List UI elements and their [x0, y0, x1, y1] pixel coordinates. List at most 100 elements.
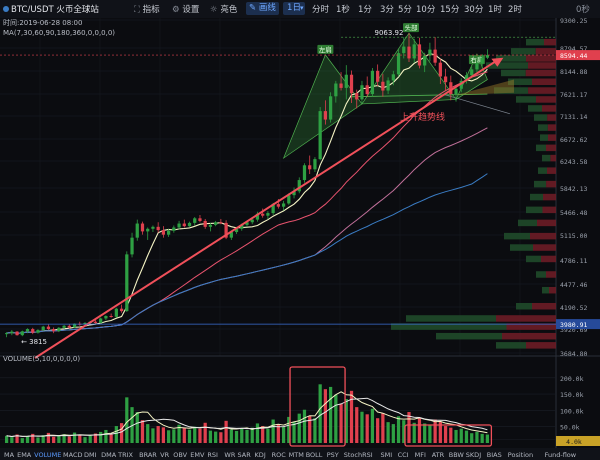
- volume-bar: [313, 418, 317, 443]
- tab-cci[interactable]: CCI: [398, 451, 409, 459]
- candle-body: [266, 213, 270, 216]
- volume-bar: [302, 409, 307, 443]
- volume-bar: [292, 422, 296, 443]
- tab-fund-flow[interactable]: Fund-flow: [545, 451, 577, 459]
- tab-mfi[interactable]: MFI: [415, 451, 426, 459]
- price-axis[interactable]: 9300.25 8794.57 8144.88 7621.17 7131.14 6672.…: [556, 18, 600, 358]
- tab-mtm[interactable]: MTM: [289, 451, 304, 459]
- price-tick: 6243.58: [560, 158, 587, 166]
- volume-bar: [475, 431, 479, 443]
- symbol-selector[interactable]: BTC/USDT 火币全球站: [3, 3, 99, 15]
- period-item-2[interactable]: 1分: [358, 5, 372, 15]
- tab-brar[interactable]: BRAR: [139, 451, 157, 459]
- volume-bar: [334, 394, 338, 443]
- draw-button[interactable]: ✎ 画线: [246, 2, 279, 15]
- candle-body: [62, 325, 66, 328]
- tab-kdj[interactable]: KDJ: [255, 451, 266, 459]
- profile-bar-buy: [406, 315, 496, 322]
- chevron-down-icon[interactable]: ▾: [300, 4, 304, 12]
- candle-body: [250, 219, 254, 223]
- projection-shape: [456, 79, 514, 95]
- price-tick: 4786.11: [560, 257, 587, 265]
- period-item-4[interactable]: 5分: [398, 5, 412, 15]
- volume-bar: [276, 424, 280, 443]
- tab-skdj[interactable]: SKDJ: [466, 451, 481, 459]
- trendline[interactable]: 上升趋势线: [34, 57, 504, 359]
- period-item-7[interactable]: 30分: [464, 5, 484, 15]
- tab-atr[interactable]: ATR: [432, 451, 445, 459]
- volume-bar: [156, 426, 160, 443]
- tab-ema[interactable]: EMA: [17, 451, 32, 459]
- tab-boll[interactable]: BOLL: [306, 451, 323, 459]
- volume-bar: [318, 384, 322, 443]
- volume-bar: [146, 424, 150, 443]
- profile-bar-sell: [544, 38, 556, 46]
- tab-bbw[interactable]: BBW: [449, 451, 465, 459]
- candle-body: [52, 329, 56, 332]
- volume-bar: [266, 428, 270, 443]
- volume-bar: [187, 429, 192, 443]
- period-item-0[interactable]: 分时: [312, 5, 330, 15]
- left-shoulder-shape: [282, 54, 363, 160]
- tab-roc[interactable]: ROC: [272, 451, 287, 459]
- tab-obv[interactable]: OBV: [173, 451, 187, 459]
- tab-ma[interactable]: MA: [4, 451, 15, 459]
- candle-body: [15, 331, 19, 336]
- volume-bar: [449, 427, 453, 443]
- period-item-9[interactable]: 2时: [508, 5, 522, 15]
- rising-trendline[interactable]: [34, 59, 498, 359]
- price-tick: 5842.13: [560, 185, 587, 193]
- volume-bar: [104, 429, 108, 443]
- volume-bar: [109, 434, 113, 443]
- volume-bar: [72, 432, 77, 443]
- settings-button[interactable]: ⚙ 设置: [172, 3, 199, 15]
- tab-psy[interactable]: PSY: [327, 451, 339, 459]
- volume-bar: [417, 417, 422, 443]
- tab-dma[interactable]: DMA: [101, 451, 117, 459]
- profile-bar-sell: [541, 255, 556, 263]
- period-selected-label: 1日: [287, 3, 301, 13]
- tab-position[interactable]: Position: [508, 451, 533, 459]
- price-tick: 9300.25: [560, 18, 587, 25]
- indicators-button[interactable]: ⛶ 指标: [134, 3, 160, 15]
- volume-bar: [83, 437, 87, 443]
- price-tick: 5466.48: [560, 209, 587, 217]
- tab-emv[interactable]: EMV: [190, 451, 205, 459]
- tab-smi[interactable]: SMI: [381, 451, 393, 459]
- tab-volume[interactable]: VOLUME: [34, 451, 61, 459]
- candle-body: [72, 323, 77, 328]
- tab-stochrsi[interactable]: StochRSI: [344, 451, 373, 459]
- theme-button[interactable]: ☼ 亮色: [210, 3, 237, 15]
- period-item-6[interactable]: 15分: [440, 5, 460, 15]
- volume-bar: [433, 419, 437, 443]
- volume-bar: [119, 423, 124, 443]
- tab-macd[interactable]: MACD: [63, 451, 82, 459]
- tab-bias[interactable]: BIAS: [487, 451, 502, 459]
- period-item-8[interactable]: 1时: [488, 5, 502, 15]
- volume-bar: [130, 407, 134, 443]
- profile-bar-sell: [546, 180, 556, 188]
- high-value-label: 9063.92: [375, 29, 404, 37]
- tab-trix[interactable]: TRIX: [117, 451, 133, 459]
- period-item-1[interactable]: 1秒: [336, 5, 350, 15]
- price-tick: 5115.00: [560, 232, 587, 240]
- period-item-5[interactable]: 10分: [416, 5, 436, 15]
- candle-body: [166, 230, 171, 235]
- volume-bar: [20, 438, 24, 443]
- candle-body: [93, 321, 98, 323]
- tab-wr[interactable]: WR: [224, 451, 235, 459]
- tab-vr[interactable]: VR: [160, 451, 169, 459]
- arrow-icon: [491, 57, 504, 67]
- volume-bar: [365, 414, 369, 443]
- period-selected[interactable]: 1日: [283, 2, 305, 15]
- tab-rsi[interactable]: RSI: [207, 451, 218, 459]
- volume-bar: [386, 422, 390, 443]
- candle-body: [323, 111, 328, 120]
- period-item-3[interactable]: 3分: [380, 5, 394, 15]
- tab-dmi[interactable]: DMI: [84, 451, 97, 459]
- volume-bar: [161, 427, 166, 443]
- volume-bar: [297, 413, 301, 443]
- tab-sar[interactable]: SAR: [238, 451, 252, 459]
- volume-bar: [376, 418, 380, 443]
